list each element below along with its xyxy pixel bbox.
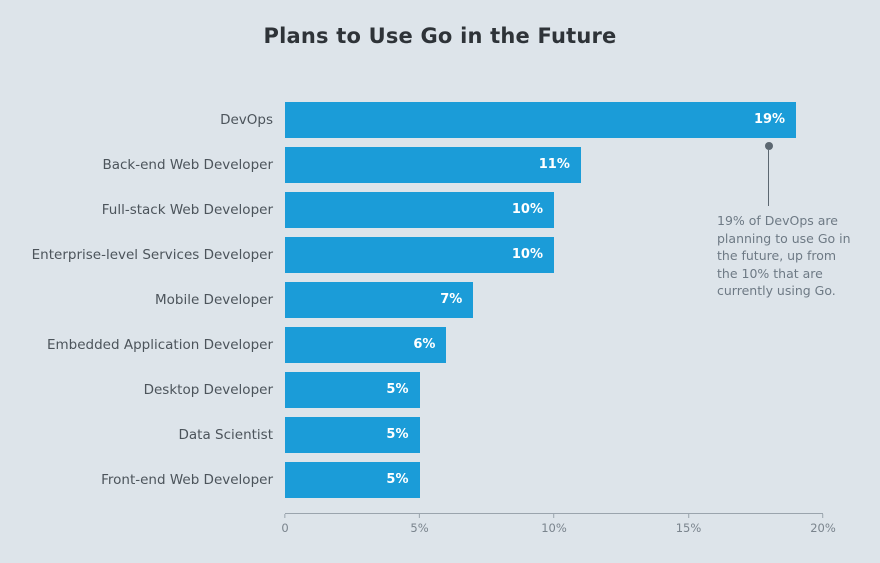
bar: 5% <box>285 416 420 453</box>
value-label: 5% <box>386 427 409 442</box>
value-label: 5% <box>386 472 409 487</box>
chart-title: Plans to Use Go in the Future <box>263 24 617 48</box>
tick-label: 10% <box>541 521 567 535</box>
category-label: Embedded Application Developer <box>46 336 273 353</box>
axis-tick: 10% <box>541 514 567 535</box>
bar-track: 5% <box>285 461 823 498</box>
category-label: Data Scientist <box>178 426 274 443</box>
bar-track: 11% <box>285 146 823 183</box>
tick-label: 20% <box>810 521 836 535</box>
value-label: 10% <box>511 202 543 217</box>
bar-row: Front-end Web Developer 5% <box>0 457 823 502</box>
bar-track: 5% <box>285 416 823 453</box>
tick-mark <box>553 514 555 518</box>
category-label: Mobile Developer <box>154 291 273 308</box>
category-label: DevOps <box>220 111 273 128</box>
tick-mark <box>284 514 286 518</box>
category-label: Front-end Web Developer <box>101 471 273 488</box>
bar: 11% <box>285 146 581 183</box>
bar: 5% <box>285 461 420 498</box>
bar-row: DevOps 19% <box>0 97 823 142</box>
bar: 10% <box>285 236 554 273</box>
tick-mark <box>822 514 824 518</box>
value-label: 19% <box>753 112 786 127</box>
axis-tick: 15% <box>675 514 702 535</box>
bar-track: 6% <box>285 326 823 363</box>
value-label: 11% <box>538 157 570 172</box>
tick-label: 15% <box>675 521 702 535</box>
bar-row: Mobile Developer 7% <box>0 277 823 322</box>
axis-tick: 0 <box>281 514 289 535</box>
value-label: 6% <box>413 337 436 352</box>
bar-track: 7% <box>285 281 823 318</box>
bar-track: 19% <box>285 101 823 138</box>
bar-row: Back-end Web Developer 11% <box>0 142 823 187</box>
category-label: Back-end Web Developer <box>102 156 273 173</box>
tick-label: 5% <box>410 521 429 535</box>
annotation-dot <box>765 142 773 150</box>
bar: 5% <box>285 371 420 408</box>
bar-rows: DevOps 19% Back-end Web Developer 11% Full-s… <box>0 97 823 502</box>
tick-mark <box>688 514 689 518</box>
annotation-pointer-line <box>768 150 769 206</box>
bar-row: Enterprise-level Services Developer 10% <box>0 232 823 277</box>
bar-row: Desktop Developer 5% <box>0 367 823 412</box>
value-label: 10% <box>511 247 543 262</box>
category-label: Full-stack Web Developer <box>101 201 273 218</box>
tick-label: 0 <box>281 521 289 535</box>
bar-track: 5% <box>285 371 823 408</box>
category-label: Desktop Developer <box>143 381 273 398</box>
annotation-text: 19% of DevOps are planning to use Go in … <box>717 213 851 298</box>
category-label: Enterprise-level Services Developer <box>31 246 273 263</box>
bar: 19% <box>285 101 797 138</box>
bar-track: 10% <box>285 191 823 228</box>
bar: 7% <box>285 281 474 318</box>
bar: 6% <box>285 326 447 363</box>
bar-row: Data Scientist 5% <box>0 412 823 457</box>
value-label: 5% <box>386 382 409 397</box>
bar: 10% <box>285 191 554 228</box>
bar-track: 10% <box>285 236 823 273</box>
bar-row: Full-stack Web Developer 10% <box>0 187 823 232</box>
axis-tick: 5% <box>410 514 429 535</box>
tick-mark <box>419 514 420 518</box>
axis-tick: 20% <box>810 514 836 535</box>
value-label: 7% <box>440 292 463 307</box>
bar-row: Embedded Application Developer 6% <box>0 322 823 367</box>
x-axis: 0 5% 10% 15% 20% <box>281 513 836 550</box>
